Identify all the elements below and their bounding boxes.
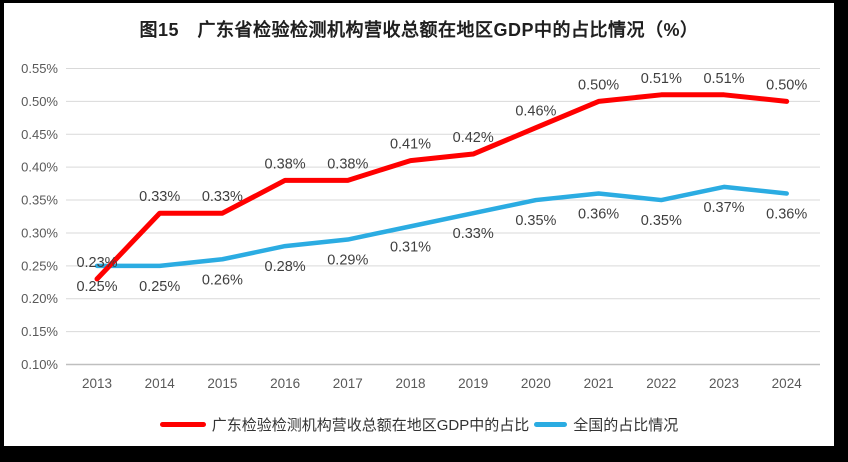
x-tick-label: 2021 bbox=[584, 376, 614, 391]
data-label-guangdong: 0.42% bbox=[453, 130, 494, 146]
y-tick-label: 0.15% bbox=[21, 324, 58, 339]
data-label-guangdong: 0.33% bbox=[202, 189, 243, 205]
data-label-guangdong: 0.51% bbox=[641, 71, 682, 87]
y-tick-label: 0.35% bbox=[21, 193, 58, 208]
legend-swatch-red-line bbox=[159, 422, 206, 427]
legend-item-guangdong: 广东检验检测机构营收总额在地区GDP中的占比 bbox=[159, 414, 530, 435]
x-tick-label: 2024 bbox=[772, 376, 803, 391]
data-label-national: 0.35% bbox=[641, 213, 682, 229]
x-tick-label: 2018 bbox=[395, 376, 425, 391]
plot-svg: 0.55% 0.50% 0.45% 0.40% 0.35% 0.30% 0.25% 0.20%… bbox=[21, 61, 820, 391]
chart-surface: 图15 广东省检验检测机构营收总额在地区GDP中的占比情况（%） 0.55% 0.… bbox=[4, 3, 834, 446]
y-tick-label: 0.55% bbox=[21, 61, 58, 76]
data-label-national: 0.29% bbox=[327, 253, 368, 269]
series-line-national bbox=[94, 184, 789, 269]
legend-item-national: 全国的占比情况 bbox=[534, 414, 678, 435]
x-tick-label: 2015 bbox=[207, 376, 237, 391]
legend-label-guangdong: 广东检验检测机构营收总额在地区GDP中的占比 bbox=[211, 417, 530, 434]
y-tick-label: 0.50% bbox=[21, 94, 58, 109]
y-tick-label: 0.10% bbox=[21, 357, 58, 372]
x-tick-label: 2014 bbox=[145, 376, 176, 391]
data-label-national: 0.37% bbox=[703, 200, 744, 216]
data-label-national: 0.31% bbox=[390, 239, 431, 255]
x-tick-label: 2022 bbox=[646, 376, 676, 391]
data-label-guangdong: 0.51% bbox=[703, 71, 744, 87]
y-tick-label: 0.25% bbox=[21, 258, 58, 273]
data-label-national: 0.36% bbox=[766, 206, 807, 222]
y-tick-label: 0.30% bbox=[21, 225, 58, 240]
legend-label-national: 全国的占比情况 bbox=[573, 417, 679, 434]
x-tick-label: 2023 bbox=[709, 376, 739, 391]
legend-swatch-blue-line bbox=[534, 422, 568, 427]
x-tick-label: 2013 bbox=[82, 376, 112, 391]
data-label-guangdong: 0.38% bbox=[327, 156, 368, 172]
data-label-national: 0.25% bbox=[76, 279, 117, 295]
data-label-national: 0.36% bbox=[578, 206, 619, 222]
y-tick-label: 0.40% bbox=[21, 160, 58, 175]
data-label-guangdong: 0.23% bbox=[76, 255, 117, 271]
data-label-guangdong: 0.46% bbox=[515, 104, 556, 120]
data-label-national: 0.26% bbox=[202, 272, 243, 288]
x-tick-label: 2020 bbox=[521, 376, 551, 391]
y-tick-label: 0.45% bbox=[21, 127, 58, 142]
y-tick-label: 0.20% bbox=[21, 291, 58, 306]
x-tick-label: 2019 bbox=[458, 376, 488, 391]
data-label-national: 0.33% bbox=[453, 226, 494, 242]
data-label-guangdong: 0.33% bbox=[139, 189, 180, 205]
series-line-guangdong bbox=[94, 92, 790, 282]
data-label-national: 0.25% bbox=[139, 279, 180, 295]
data-label-national: 0.28% bbox=[265, 259, 306, 275]
x-tick-label: 2017 bbox=[333, 376, 363, 391]
data-label-guangdong: 0.41% bbox=[390, 137, 431, 153]
data-label-guangdong: 0.50% bbox=[766, 77, 807, 93]
legend: 广东检验检测机构营收总额在地区GDP中的占比 全国的占比情况 bbox=[4, 414, 834, 435]
chart-title: 图15 广东省检验检测机构营收总额在地区GDP中的占比情况（%） bbox=[139, 20, 699, 40]
data-label-guangdong: 0.38% bbox=[265, 156, 306, 172]
data-label-guangdong: 0.50% bbox=[578, 77, 619, 93]
data-label-national: 0.35% bbox=[515, 213, 556, 229]
x-tick-label: 2016 bbox=[270, 376, 300, 391]
